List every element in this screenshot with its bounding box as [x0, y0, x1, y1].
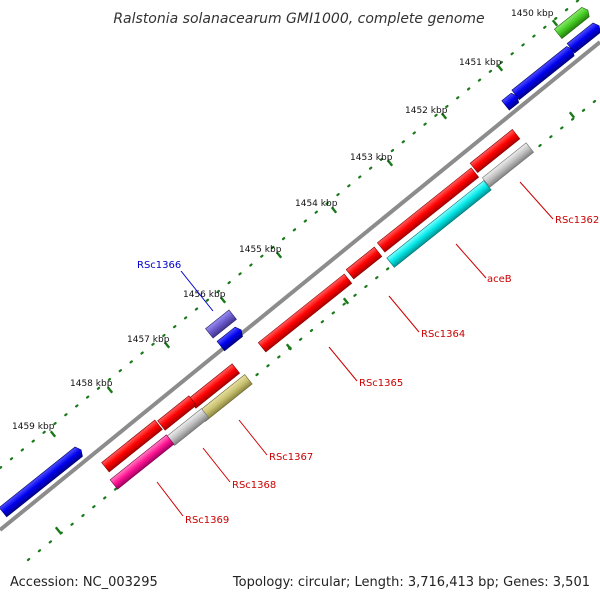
- gene-blue-1456[interactable]: [216, 325, 245, 352]
- tick-label-1451: 1451 kbp: [459, 58, 502, 68]
- tick-label-1457: 1457 kbp: [127, 335, 170, 345]
- tick-label-1458: 1458 kbp: [70, 379, 113, 389]
- tick-label-1455: 1455 kbp: [239, 245, 282, 255]
- outer-major-tick-5: [275, 251, 283, 259]
- outer-major-tick-7: [163, 341, 171, 349]
- leader-rsc1366: [180, 270, 214, 312]
- outer-major-tick-2: [440, 112, 448, 120]
- leader-rsc1362: [519, 181, 554, 220]
- tick-label-1459: 1459 kbp: [12, 422, 55, 432]
- leader-rsc1367: [238, 419, 268, 456]
- label-leaders: [156, 181, 554, 517]
- gene-rsc1364[interactable]: [345, 246, 383, 280]
- accession-text: Accession: NC_003295: [10, 575, 158, 590]
- leader-rsc1368: [202, 447, 231, 483]
- label-rsc1365[interactable]: RSc1365: [359, 378, 403, 389]
- gene-rsc1366[interactable]: [205, 309, 237, 339]
- outer-major-tick-0: [551, 19, 559, 27]
- outer-position-ring: [0, 0, 581, 470]
- outer-major-tick-1: [496, 64, 504, 72]
- label-rsc1362[interactable]: RSc1362: [555, 215, 599, 226]
- gene-rsc1368[interactable]: [157, 395, 197, 431]
- leader-rsc1369: [156, 481, 184, 517]
- gene-green[interactable]: [553, 5, 591, 39]
- inner-major-tick-9: [54, 526, 62, 534]
- label-rsc1368[interactable]: RSc1368: [232, 480, 276, 491]
- gene-blue-1459[interactable]: [0, 445, 85, 518]
- gene-cyan-aceb[interactable]: [386, 180, 492, 268]
- label-rsc1369[interactable]: RSc1369: [185, 515, 229, 526]
- outer-major-tick-9: [49, 430, 57, 438]
- gene-blue-small[interactable]: [501, 91, 521, 111]
- inner-genes: [109, 142, 535, 490]
- gene-rsc1369[interactable]: [101, 419, 163, 473]
- tick-label-1453: 1453 kbp: [350, 153, 393, 163]
- summary-text: Topology: circular; Length: 3,716,413 bp…: [232, 575, 590, 590]
- tick-label-1454: 1454 kbp: [295, 199, 338, 209]
- leader-rsc1364: [388, 295, 420, 333]
- tick-label-1450: 1450 kbp: [511, 9, 554, 19]
- outer-major-tick-3: [386, 159, 394, 167]
- leader-rsc1365: [328, 346, 358, 382]
- inner-major-tick-5: [285, 343, 293, 351]
- gene-magenta-1369[interactable]: [109, 434, 175, 490]
- gene-rsc1362[interactable]: [469, 129, 521, 173]
- gene-rsc1365[interactable]: [257, 273, 353, 353]
- genome-backbone: [0, 40, 600, 532]
- outer-genes: [0, 5, 600, 518]
- gene-labels: RSc1362 aceB RSc1364 RSc1365 RSc1366 RSc…: [137, 215, 599, 526]
- label-rsc1364[interactable]: RSc1364: [421, 329, 465, 340]
- tick-label-1452: 1452 kbp: [405, 106, 448, 116]
- inner-major-tick-0: [568, 111, 576, 119]
- label-aceb[interactable]: aceB: [487, 274, 512, 285]
- map-title: Ralstonia solanacearum GMI1000, complete…: [113, 11, 484, 27]
- tick-label-1456: 1456 kbp: [183, 290, 226, 300]
- tick-labels: 1450 kbp 1451 kbp 1452 kbp 1453 kbp 1454…: [12, 9, 554, 432]
- label-rsc1367[interactable]: RSc1367: [269, 452, 313, 463]
- gene-blue-long[interactable]: [511, 45, 577, 100]
- outer-major-tick-4: [330, 206, 338, 214]
- gene-gray-1362[interactable]: [481, 142, 535, 188]
- leader-aceb: [455, 243, 487, 279]
- inner-major-tick-4: [342, 297, 350, 305]
- label-rsc1366[interactable]: RSc1366: [137, 260, 181, 271]
- outer-major-tick-8: [106, 386, 114, 394]
- gene-aceb[interactable]: [376, 167, 480, 253]
- outer-major-tick-6: [219, 296, 227, 304]
